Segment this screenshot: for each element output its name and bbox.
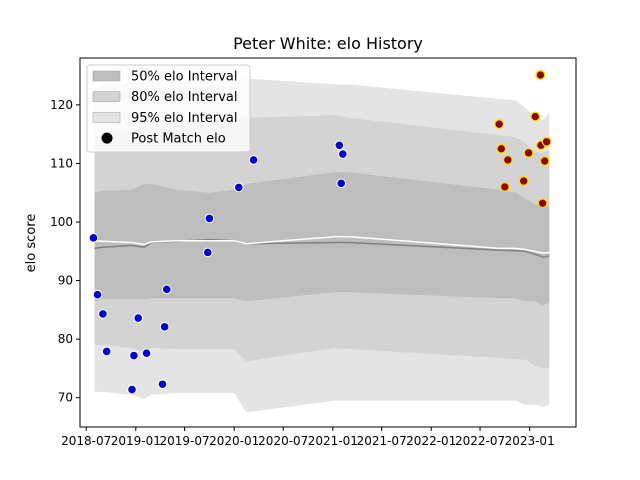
mean-elo-line bbox=[94, 235, 550, 254]
post-match-point bbox=[159, 322, 170, 332]
recent-match-point bbox=[523, 147, 534, 158]
axes-frame bbox=[79, 57, 577, 428]
legend: 50% elo Interval 80% elo Interval 95% elo … bbox=[86, 64, 251, 153]
post-match-point bbox=[334, 140, 345, 151]
recent-match-point bbox=[541, 136, 552, 147]
x-tick-label: 2023-01 bbox=[505, 434, 555, 448]
chart-title: Peter White: elo History bbox=[233, 34, 423, 53]
post-match-point bbox=[92, 289, 103, 300]
legend-label: Post Match elo bbox=[131, 132, 226, 147]
legend-swatch bbox=[92, 112, 121, 123]
post-match-point bbox=[141, 348, 152, 359]
post-match-point bbox=[233, 182, 244, 193]
recent-match-point bbox=[499, 181, 510, 192]
x-tick-label: 2018-07 bbox=[61, 434, 111, 448]
legend-label: 95% elo Interval bbox=[131, 111, 238, 126]
y-tick-label: 70 bbox=[58, 391, 73, 405]
legend-box bbox=[86, 64, 251, 153]
recent-match-point bbox=[518, 176, 529, 186]
post-match-point bbox=[98, 309, 108, 319]
y-tick-label: 90 bbox=[58, 274, 73, 288]
recent-match-point bbox=[496, 143, 507, 154]
post-match-point bbox=[133, 313, 144, 323]
recent-match-point bbox=[539, 156, 550, 167]
post-match-point bbox=[336, 178, 347, 189]
x-tick-label: 2021-01 bbox=[308, 434, 358, 448]
x-tick-label: 2021-07 bbox=[357, 434, 407, 448]
x-tick-label: 2022-01 bbox=[406, 434, 456, 448]
y-axis: 70 80 90 100 110 120 bbox=[50, 98, 80, 405]
x-tick-label: 2022-07 bbox=[455, 434, 505, 448]
y-tick-label: 120 bbox=[50, 98, 73, 112]
post-match-point bbox=[129, 350, 139, 361]
post-match-point bbox=[338, 149, 348, 159]
post-match-point bbox=[157, 379, 168, 390]
band-50-interval bbox=[94, 172, 550, 306]
legend-marker bbox=[101, 132, 113, 144]
post-match-point bbox=[162, 284, 172, 295]
legend-swatch bbox=[92, 91, 121, 102]
y-axis-label: elo score bbox=[24, 214, 39, 273]
recent-match-point bbox=[535, 70, 546, 80]
x-tick-label: 2019-01 bbox=[111, 434, 161, 448]
y-tick-label: 100 bbox=[50, 215, 73, 229]
post-match-point bbox=[127, 384, 137, 395]
legend-swatch bbox=[92, 70, 121, 82]
post-match-point bbox=[204, 213, 215, 224]
recent-match-point bbox=[502, 154, 513, 165]
recent-match-point bbox=[530, 111, 541, 122]
post-match-point bbox=[88, 233, 99, 243]
post-match-point bbox=[202, 247, 213, 258]
x-tick-label: 2020-07 bbox=[258, 434, 308, 448]
plot-area bbox=[88, 70, 552, 413]
y-tick-label: 110 bbox=[50, 156, 73, 170]
recent-match-point bbox=[537, 198, 548, 209]
legend-label: 80% elo Interval bbox=[131, 90, 238, 105]
x-tick-label: 2020-01 bbox=[209, 434, 259, 448]
post-match-point bbox=[248, 155, 259, 165]
post-match-point bbox=[101, 346, 112, 357]
recent-match-point bbox=[494, 119, 505, 130]
y-tick-label: 80 bbox=[58, 332, 73, 346]
x-tick-label: 2019-07 bbox=[160, 434, 210, 448]
legend-label: 50% elo Interval bbox=[131, 70, 238, 85]
